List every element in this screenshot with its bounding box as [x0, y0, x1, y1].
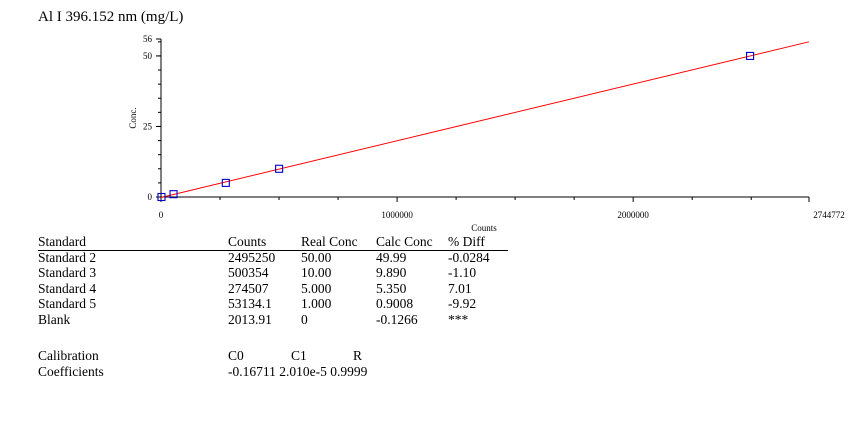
- data-point: [275, 164, 284, 173]
- y-tick-label: 25: [143, 121, 153, 131]
- cell-standard: Blank: [38, 311, 71, 327]
- cell-calc-conc: -0.1266: [376, 311, 418, 327]
- x-tick-label: 2000000: [617, 210, 649, 220]
- cell-standard: Standard 4: [38, 280, 97, 296]
- cell-real-conc: 1.000: [301, 296, 332, 311]
- x-tick-label: 1000000: [381, 210, 413, 220]
- cell-real-conc: 10.00: [301, 265, 332, 280]
- cell-counts: 2013.91: [228, 311, 272, 327]
- cell-counts: 274507: [228, 280, 269, 296]
- cell-pct-diff: ***: [448, 311, 469, 327]
- x-axis-label: Counts: [471, 223, 497, 232]
- cell-pct-diff: -0.0284: [448, 249, 490, 265]
- cell-calc-conc: 49.99: [376, 249, 407, 265]
- data-point: [169, 190, 178, 199]
- y-tick-label: 56: [143, 34, 153, 44]
- header-real-conc: Real Conc: [301, 234, 358, 249]
- fit-line: [160, 41, 810, 198]
- data-point: [746, 51, 755, 60]
- cell-standard: Standard 2: [38, 249, 97, 265]
- header-counts: Counts: [228, 234, 267, 249]
- cell-counts: 2495250: [228, 249, 276, 265]
- cell-standard: Standard 5: [38, 296, 97, 311]
- cell-pct-diff: -9.92: [448, 296, 477, 311]
- cell-real-conc: 5.000: [301, 280, 332, 296]
- cell-counts: 500354: [228, 265, 269, 280]
- header-pct-diff: % Diff: [448, 234, 485, 249]
- x-tick-label: 0: [159, 210, 164, 220]
- x-tick-label: 2744772: [813, 210, 845, 220]
- cell-calc-conc: 5.350: [376, 280, 407, 296]
- coef-c0-header: C0: [228, 348, 244, 363]
- cell-standard: Standard 3: [38, 265, 97, 280]
- header-calc-conc: Calc Conc: [376, 234, 433, 249]
- cell-calc-conc: 0.9008: [376, 296, 414, 311]
- cell-calc-conc: 9.890: [376, 265, 407, 280]
- coef-r-header: R: [353, 348, 363, 363]
- calibration-label: Calibration: [38, 348, 99, 363]
- cell-real-conc: 50.00: [301, 249, 332, 265]
- calibration-chart: 0 25 50 56 0 1000000 2000000 2744772 Counts Conc.: [128, 34, 845, 232]
- y-tick-label: 50: [143, 51, 153, 61]
- cell-pct-diff: 7.01: [448, 280, 472, 296]
- coef-values: -0.16711 2.010e-5 0.9999: [228, 363, 368, 379]
- coef-c1-header: C1: [291, 348, 307, 363]
- data-point: [221, 178, 230, 187]
- y-tick-label: 0: [148, 192, 153, 202]
- cell-counts: 53134.1: [228, 296, 272, 311]
- data-point: [157, 192, 166, 202]
- cell-pct-diff: -1.10: [448, 265, 477, 280]
- coefficients-label: Coefficients: [38, 363, 104, 379]
- chart-title: Al I 396.152 nm (mg/L): [38, 9, 184, 25]
- header-standard: Standard: [38, 234, 86, 249]
- header-underline: [38, 249, 508, 251]
- cell-real-conc: 0: [301, 311, 308, 327]
- y-axis-label: Conc.: [128, 107, 138, 128]
